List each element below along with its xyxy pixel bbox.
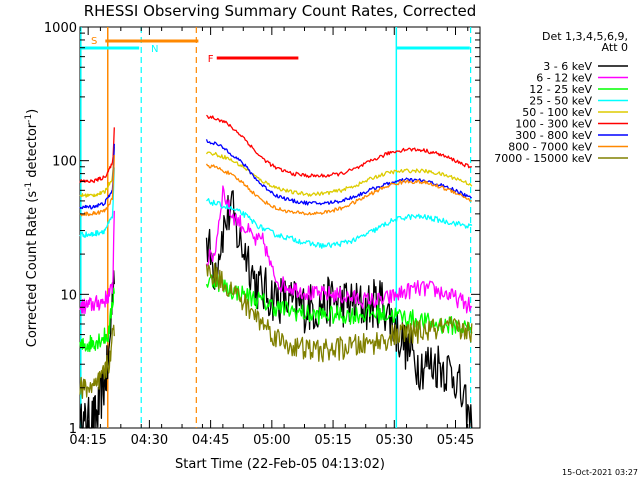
x-tick-label-2: 04:45 [192, 433, 229, 448]
night-flag-label: N [151, 44, 158, 55]
series-0-segment-0 [79, 270, 115, 429]
y-axis-label-end: ) [25, 109, 40, 114]
x-axis-label: Start Time (22-Feb-05 04:13:02) [175, 457, 385, 472]
y-tick-label-3: 1 [69, 422, 77, 437]
observing-markers: S N F [80, 27, 472, 428]
flare-flag-label: F [208, 54, 214, 65]
x-tick-label-5: 05:30 [376, 433, 413, 448]
chart-title: RHESSI Observing Summary Count Rates, Co… [84, 2, 477, 20]
series-7-segment-0 [79, 154, 115, 217]
x-tick-label-6: 05:45 [437, 433, 474, 448]
legend-label-1: 6 - 12 keV [536, 72, 592, 85]
legend-label-4: 50 - 100 keV [522, 106, 592, 119]
y-tick-label-1: 100 [52, 155, 77, 170]
y-axis-label-mid: detector [25, 122, 40, 182]
y-axis-label-main: Corrected Count Rate (s [25, 191, 40, 348]
series-6-segment-0 [79, 143, 115, 210]
series-2-segment-0 [79, 287, 115, 353]
series-3-segment-0 [79, 167, 115, 238]
series-3-segment-1 [206, 198, 473, 249]
legend-header-line1: Det 1,3,4,5,6,9, [542, 30, 628, 43]
legend-label-8: 7000 - 15000 keV [494, 152, 592, 165]
legend-label-2: 12 - 25 keV [529, 83, 592, 96]
series-4-segment-0 [79, 146, 115, 198]
series-8-segment-1 [205, 263, 473, 363]
legend-header-line2: Att 0 [602, 41, 628, 54]
y-tick-label-2: 10 [60, 288, 77, 303]
series-5-segment-0 [79, 127, 115, 184]
axes-group: 04:15 04:30 04:45 05:00 05:15 05:30 05:45 1000 1… [44, 21, 480, 448]
x-tick-label-3: 05:00 [253, 433, 290, 448]
y-axis-label-sup2: -1 [24, 114, 34, 123]
x-tick-label-1: 04:30 [131, 433, 168, 448]
y-axis-label: Corrected Count Rate (s-1 detector-1) [24, 109, 40, 347]
series-group [79, 114, 473, 429]
series-5-segment-1 [206, 114, 473, 179]
legend-label-0: 3 - 6 keV [543, 60, 592, 73]
legend-label-3: 25 - 50 keV [529, 95, 592, 108]
series-8-segment-0 [79, 324, 115, 399]
x-tick-label-4: 05:15 [314, 433, 351, 448]
plot-area-frame [79, 26, 481, 429]
saa-flag-label: S [91, 36, 97, 47]
generation-timestamp: 15-Oct-2021 03:27 [562, 468, 638, 477]
legend-label-7: 800 - 7000 keV [508, 141, 592, 154]
series-7-segment-1 [205, 163, 472, 216]
y-tick-label-0: 1000 [44, 21, 77, 36]
legend-label-5: 100 - 300 keV [515, 118, 592, 131]
y-axis-label-sup1: -1 [24, 182, 34, 191]
x-tick-label-0: 04:15 [69, 433, 106, 448]
series-1-segment-0 [79, 210, 115, 315]
legend-label-6: 300 - 800 keV [515, 129, 592, 142]
series-6-segment-1 [205, 139, 472, 206]
series-2-segment-1 [205, 274, 473, 336]
series-1-segment-1 [205, 185, 473, 314]
